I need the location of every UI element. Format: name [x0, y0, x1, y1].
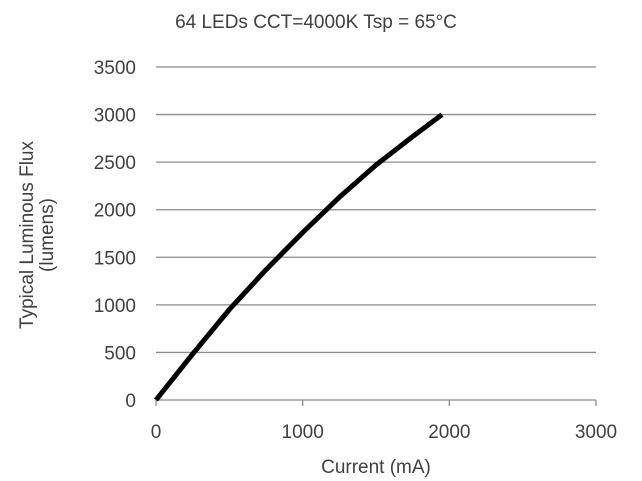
y-tick-label: 2000: [94, 201, 136, 222]
y-tick-label: 1500: [94, 248, 136, 269]
y-tick-label: 0: [125, 391, 136, 412]
y-tick-label: 500: [104, 343, 136, 364]
y-tick-label: 3000: [94, 106, 136, 127]
gridlines: [156, 66, 596, 354]
plot-area: [154, 112, 444, 402]
x-tick-label: 2000: [428, 422, 470, 443]
y-axis-label-line-1: Typical Luminous Flux: [17, 141, 38, 329]
series-line-0: [154, 112, 444, 402]
x-axis-label: Current (mA): [321, 457, 431, 478]
x-tick-label: 0: [151, 422, 162, 443]
x-axis-ticks: 0 1000 2000 3000: [151, 422, 617, 443]
x-tick-label: 3000: [575, 422, 617, 443]
y-tick-label: 2500: [94, 153, 136, 174]
y-tick-label: 1000: [94, 296, 136, 317]
y-tick-label: 3500: [94, 58, 136, 79]
y-axis-ticks: 0 500 1000 1500 2000 2500 3000 3500: [94, 58, 136, 412]
chart-title: 64 LEDs CCT=4000K Tsp = 65°C: [175, 12, 457, 33]
x-axis: [155, 399, 597, 406]
y-axis-label: Typical Luminous Flux (lumens): [17, 141, 58, 329]
y-axis-label-line-2: (lumens): [37, 198, 58, 272]
x-tick-label: 1000: [282, 422, 324, 443]
